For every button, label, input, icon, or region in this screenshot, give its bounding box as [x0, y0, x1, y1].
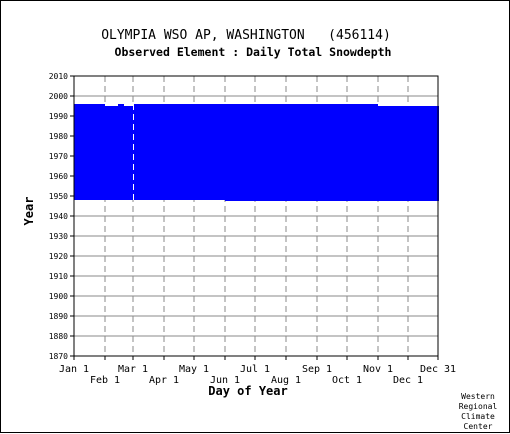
x-tick-label: Jan 1 — [59, 364, 89, 375]
x-tick-label: Jun 1 — [210, 375, 240, 386]
data-block — [118, 104, 124, 200]
y-tick-label: 1900 — [49, 292, 68, 301]
x-axis-label: Day of Year — [208, 384, 287, 398]
y-tick-label: 1930 — [49, 232, 68, 241]
y-tick-label: 1970 — [49, 152, 68, 161]
data-block — [105, 106, 118, 200]
data-block — [135, 104, 225, 200]
credit-block: Western Regional Climate Center — [459, 392, 498, 431]
y-tick-label: 1920 — [49, 252, 68, 261]
y-tick-label: 1960 — [49, 172, 68, 181]
plot-border — [73, 75, 439, 357]
y-tick-label: 2010 — [49, 72, 68, 81]
y-tick-label: 1940 — [49, 212, 68, 221]
y-tick-label: 1950 — [49, 192, 68, 201]
plot-layer: 2010 2000 1990 1980 1970 1960 1950 1940 1930 1920… — [49, 72, 456, 386]
x-tick-label: Jul 1 — [240, 364, 270, 375]
y-tick-label: 1910 — [49, 272, 68, 281]
credit-line: Western — [461, 392, 495, 401]
y-tick-label: 1980 — [49, 132, 68, 141]
data-block — [134, 104, 135, 200]
x-tick-label: Dec 31 — [420, 364, 456, 375]
y-tick-label: 1890 — [49, 312, 68, 321]
data-block — [378, 106, 439, 201]
x-tick-label: Dec 1 — [393, 375, 423, 386]
x-tick-label: Nov 1 — [363, 364, 393, 375]
data-block — [133, 104, 134, 200]
credit-line: Regional — [459, 402, 498, 411]
chart-subtitle: Observed Element : Daily Total Snowdepth — [115, 45, 392, 59]
x-tick-label: Mar 1 — [118, 364, 148, 375]
x-tick-label: Apr 1 — [149, 375, 179, 386]
x-tick-label: Aug 1 — [271, 375, 301, 386]
chart-title: OLYMPIA WSO AP, WASHINGTON (456114) — [101, 28, 391, 43]
credit-line: Center — [464, 422, 493, 431]
credit-line: Climate — [461, 412, 495, 421]
y-tick-label: 1990 — [49, 112, 68, 121]
y-tick-label: 1870 — [49, 352, 68, 361]
data-block — [74, 104, 105, 200]
x-tick-label: Oct 1 — [332, 375, 362, 386]
y-axis-label: Year — [22, 197, 36, 226]
data-block — [225, 104, 378, 201]
x-tick-label: May 1 — [179, 364, 209, 375]
x-tick-label: Sep 1 — [302, 364, 332, 375]
data-block — [124, 106, 133, 200]
x-tick-label: Feb 1 — [90, 375, 120, 386]
y-tick-label: 1880 — [49, 332, 68, 341]
y-tick-label: 2000 — [49, 92, 68, 101]
